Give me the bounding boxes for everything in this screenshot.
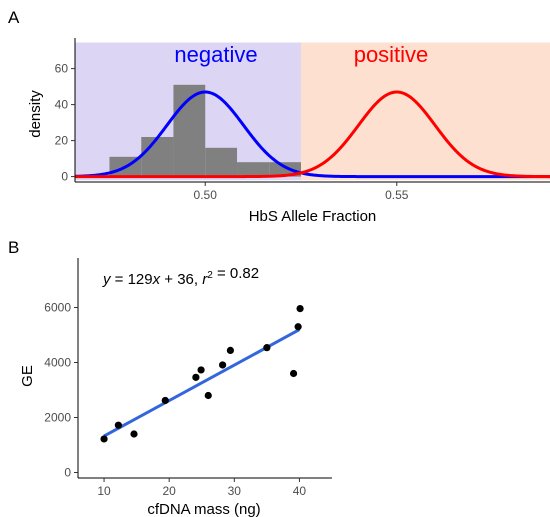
equation-part: = 0.82 [213,265,259,282]
y-tick-label: 40 [55,98,69,112]
y-tick-label: 6000 [44,301,71,315]
density-curve-negative [74,90,550,179]
data-point [218,361,227,369]
data-point [226,346,234,354]
equation-part: y [102,271,112,288]
data-point [130,430,138,438]
panel-b-letter: B [8,238,19,257]
y-tick-label: 20 [55,134,69,148]
y-tick-label: 60 [55,62,69,76]
data-point [161,396,169,405]
data-point [100,435,108,443]
data-point [263,344,271,352]
histogram-bar [141,137,174,177]
x-tick-label: 10 [97,484,111,498]
equation-part: 2 [207,270,213,281]
x-axis-title: cfDNA mass (ng) [147,501,260,517]
x-axis-title: HbS Allele Fraction [249,208,377,225]
y-tick-label: 4000 [44,356,71,370]
equation-part: r [202,271,208,288]
equation-part: + 36, [160,271,202,288]
histogram-bar [237,162,270,177]
x-tick-label: 30 [228,484,242,498]
data-point [114,421,122,429]
y-tick-label: 0 [61,170,68,184]
data-point [192,373,200,381]
regression-equation: y = 129x + 36, r2 = 0.82 [102,265,259,288]
data-point [296,305,304,313]
x-tick-label: 40 [293,484,307,498]
regression-line [103,328,301,438]
y-axis-title: GE [19,365,36,387]
histogram-bar [205,147,238,177]
data-point [294,323,302,331]
panel-a-chart: negative positive 0 20 40 60 0.50 0.55 HbS Allel… [27,38,550,225]
region-label-positive: positive [354,42,429,67]
data-point [197,366,205,374]
y-tick-label: 0 [64,466,71,480]
y-axis-title: density [27,90,44,138]
panel-b-chart: y = 129x + 36, r2 = 0.82 0 2000 4000 6000 10 2… [19,258,332,517]
x-tick-label: 0.55 [385,188,409,202]
data-point [204,391,212,400]
data-point [289,369,298,378]
region-label-negative: negative [174,42,257,67]
panel-a-letter: A [8,8,20,27]
x-tick-label: 20 [162,484,176,498]
y-tick-label: 2000 [44,411,71,425]
x-tick-label: 0.50 [194,188,218,202]
equation-part: = 129 [111,271,153,288]
equation-part: x [152,271,161,288]
density-curve-positive [75,90,550,179]
